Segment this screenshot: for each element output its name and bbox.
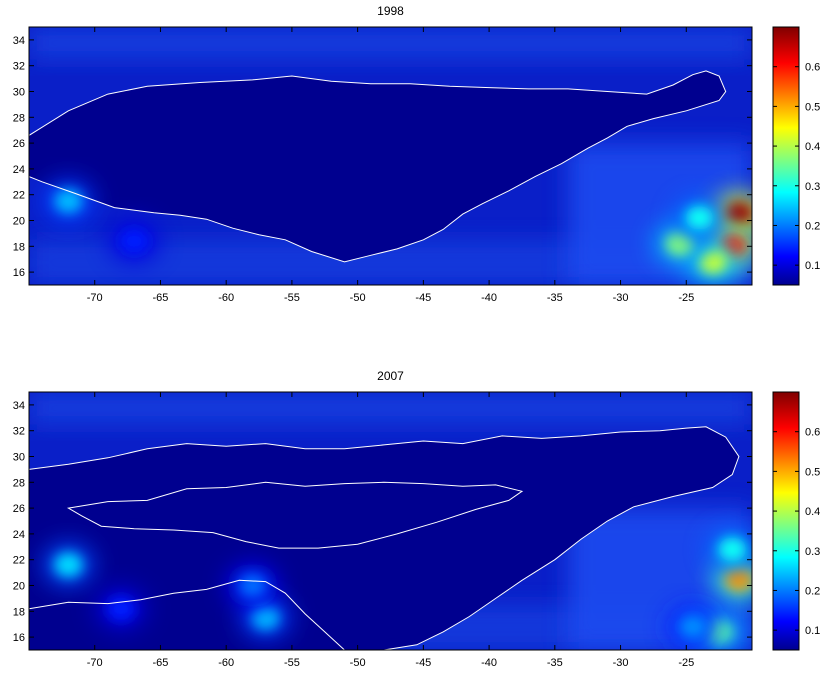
y-tick-label: 34 [13, 400, 25, 412]
hotspot-core [678, 614, 707, 639]
y-tick-label: 16 [13, 267, 25, 279]
x-tick-label: -55 [284, 657, 300, 669]
y-tick-label: 30 [13, 87, 25, 99]
hotspot-core [251, 605, 280, 630]
contour-line-west [29, 579, 345, 650]
x-tick-label: -40 [481, 292, 497, 304]
y-tick-label: 26 [13, 138, 25, 150]
hotspot-core [238, 573, 267, 598]
y-tick-label: 22 [13, 190, 25, 202]
y-tick-label: 24 [13, 164, 25, 176]
y-tick-label: 28 [13, 477, 25, 489]
colorbar-tick-label: 0.6 [805, 62, 820, 74]
x-tick-label: -65 [153, 292, 169, 304]
low-value-core [29, 426, 739, 650]
hotspot-core [107, 596, 136, 621]
x-tick-label: -25 [678, 657, 694, 669]
colorbar-tick-label: 0.2 [805, 585, 820, 597]
field-band-north [29, 392, 752, 425]
hotspot-core [724, 202, 752, 227]
contour-line [29, 426, 740, 650]
colorbar-tick-label: 0.4 [805, 141, 820, 153]
heatmap-field [29, 392, 752, 650]
x-tick-label: -50 [350, 657, 366, 669]
colorbar-gradient [772, 26, 800, 286]
heatmap-field [29, 27, 752, 285]
field-band-north [29, 27, 752, 60]
y-tick-label: 28 [13, 112, 25, 124]
hotspot-core [665, 231, 694, 256]
y-tick-label: 34 [13, 35, 25, 47]
x-tick-label: -35 [547, 657, 563, 669]
y-tick-label: 30 [13, 452, 25, 464]
x-tick-label: -55 [284, 292, 300, 304]
x-tick-label: -60 [218, 657, 234, 669]
x-tick-label: -40 [481, 657, 497, 669]
chart-title: 1998 [377, 4, 404, 18]
x-tick-label: -30 [613, 657, 629, 669]
x-tick-label: -45 [415, 292, 431, 304]
x-tick-label: -30 [613, 292, 629, 304]
x-tick-label: -35 [547, 292, 563, 304]
x-tick-label: -45 [415, 657, 431, 669]
colorbar-tick-label: 0.5 [805, 466, 820, 478]
y-tick-label: 24 [13, 529, 25, 541]
colorbar-tick-label: 0.1 [805, 260, 820, 272]
x-tick-label: -25 [678, 292, 694, 304]
hotspot-core [698, 249, 727, 274]
chart-title: 2007 [377, 369, 404, 383]
colorbar-gradient [772, 391, 800, 651]
hotspot-core [685, 205, 714, 230]
x-tick-label: -60 [218, 292, 234, 304]
y-tick-label: 32 [13, 61, 25, 73]
y-tick-label: 18 [13, 606, 25, 618]
colorbar-tick-label: 0.1 [805, 625, 820, 637]
x-tick-label: -50 [350, 292, 366, 304]
hotspot-core [54, 552, 83, 577]
colorbar-tick-label: 0.6 [805, 427, 820, 439]
y-tick-label: 26 [13, 503, 25, 515]
y-tick-label: 18 [13, 241, 25, 253]
colorbar-tick-label: 0.3 [805, 181, 820, 193]
y-tick-label: 20 [13, 581, 25, 593]
low-value-core [29, 70, 726, 262]
colorbar-tick-label: 0.5 [805, 101, 820, 113]
hotspot-core [120, 229, 149, 254]
colorbar: 0.1 0.2 0.3 0.4 0.5 0.6 [772, 391, 820, 651]
colorbar-tick-label: 0.4 [805, 506, 820, 518]
x-tick-label: -70 [87, 292, 103, 304]
map-panel-1998: 1998 -70 -65 -60 -55 -50 -45 -40 -35 -30 -25 16 18 20… [13, 4, 821, 304]
y-tick-label: 22 [13, 555, 25, 567]
axes-frame [28, 391, 753, 651]
axes-frame [28, 26, 753, 286]
y-tick-label: 32 [13, 426, 25, 438]
hotspot-core [724, 567, 752, 592]
y-tick-label: 20 [13, 216, 25, 228]
colorbar: 0.1 0.2 0.3 0.4 0.5 0.6 [772, 26, 820, 286]
hotspot-core [718, 537, 747, 562]
colorbar-tick-label: 0.3 [805, 546, 820, 558]
y-tick-label: 16 [13, 632, 25, 644]
contour-line-inner [66, 481, 524, 549]
hotspot-core [54, 189, 83, 214]
x-tick-label: -70 [87, 657, 103, 669]
x-tick-label: -65 [153, 657, 169, 669]
map-panel-2007: 2007 -70 -65 -60 -55 -50 -45 -40 -35 -30 -25 16 18 20… [13, 369, 821, 669]
colorbar-tick-label: 0.2 [805, 220, 820, 232]
contour-line [29, 70, 727, 263]
